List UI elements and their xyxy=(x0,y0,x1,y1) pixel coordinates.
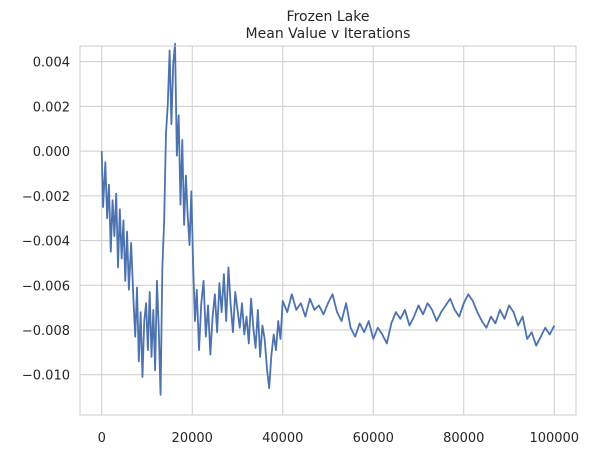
x-tick-label: 0 xyxy=(98,431,106,446)
y-tick-label: −0.010 xyxy=(22,369,70,384)
x-tick-label: 60000 xyxy=(353,431,394,446)
plot-frame xyxy=(79,45,577,416)
x-tick-label: 20000 xyxy=(172,431,213,446)
y-tick-label: 0.004 xyxy=(33,56,70,71)
x-axis: 0 20000 40000 60000 80000 100000 xyxy=(98,431,580,446)
y-axis: 0.004 0.002 0.000 −0.002 −0.004 −0.006 −0.008 −… xyxy=(22,56,70,384)
y-tick-label: −0.008 xyxy=(22,324,70,339)
x-tick-label: 40000 xyxy=(262,431,303,446)
y-tick-label: 0.000 xyxy=(33,145,70,160)
chart-title: Frozen Lake xyxy=(287,9,370,25)
y-tick-label: 0.002 xyxy=(33,100,70,115)
y-tick-label: −0.006 xyxy=(22,279,70,294)
y-tick-label: −0.002 xyxy=(22,190,70,205)
series-layer xyxy=(100,42,556,396)
x-tick-label: 100000 xyxy=(529,431,579,446)
y-tick-label: −0.004 xyxy=(22,235,70,250)
x-tick-label: 80000 xyxy=(443,431,484,446)
chart-subtitle: Mean Value v Iterations xyxy=(246,26,411,42)
series-line xyxy=(100,42,556,396)
